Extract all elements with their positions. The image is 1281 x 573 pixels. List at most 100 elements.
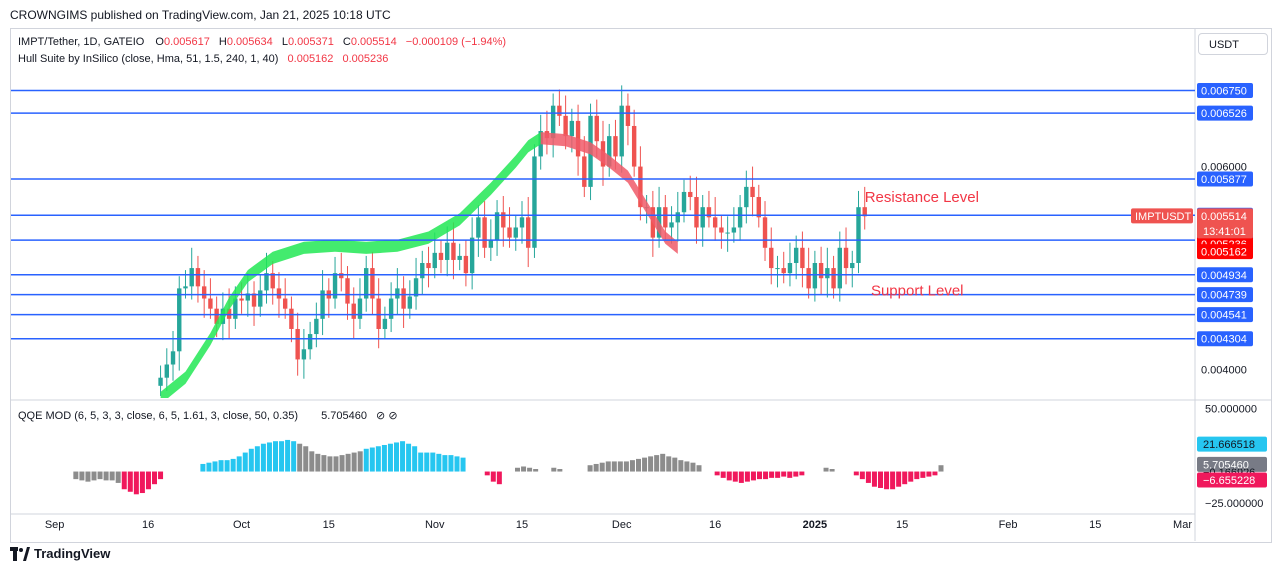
published-caption: CROWNGIMS published on TradingView.com, … [10,8,391,22]
candle-body [663,207,668,228]
hull-indicator-label[interactable]: Hull Suite by InSilico (close, Hma, 51, … [18,53,279,65]
annotation-1: Support Level [871,282,964,299]
hull-value-2: 0.005236 [342,53,389,65]
candle-body [226,308,232,319]
qqe-bar [158,471,164,480]
candle-body [382,318,388,329]
qqe-bar [121,471,127,490]
candle-body [613,136,618,157]
candle-body [769,247,774,269]
qqe-indicator-label[interactable]: QQE MOD (6, 5, 3, 3, close, 6, 5, 1.61, … [18,410,299,422]
candle-body [158,377,163,386]
qqe-bar [696,465,702,472]
qqe-bar [381,444,387,472]
time-tick-8: 2025 [803,519,827,531]
qqe-bar [920,471,926,478]
candle-body [731,227,737,233]
candle-body [706,207,712,218]
qqe-bar [932,471,938,476]
qqe-label-bg-3 [1197,472,1267,488]
low-label: L [281,36,288,48]
qqe-hidden-icons[interactable]: ⊘ ⊘ [376,410,398,422]
qqe-bar [266,442,272,472]
candle-body [825,268,830,279]
qqe-bar [73,471,79,480]
hull-price-label-1-bg [1197,244,1253,260]
candle-body [189,268,194,287]
qqe-bar [908,471,914,482]
candle-body [339,273,344,279]
level-price-label-5-bg [1197,267,1253,283]
qqe-bar [133,471,139,495]
symbol-name[interactable]: IMPT/Tether, 1D, GATEIO [18,36,145,48]
qqe-bar [859,471,865,480]
high-value: 0.005634 [226,36,273,48]
qqe-bar [750,471,756,481]
candle-body [688,191,693,198]
qqe-bar [309,451,315,472]
candle-body [195,268,201,287]
qqe-bar [599,462,605,472]
candle-body [526,217,531,248]
qqe-bar [938,465,944,472]
candle-body [388,298,394,319]
qqe-bar [757,471,762,480]
qqe-bar [442,455,448,472]
qqe-bar [587,465,593,472]
time-tick-3: 15 [323,519,335,531]
qqe-bar [418,452,424,472]
candle-body [432,252,437,269]
candle-body [426,263,431,269]
qqe-bar [387,443,393,472]
hull-value-1: 0.005162 [287,53,334,65]
price-tick-1: 0.004000 [1201,365,1247,377]
time-tick-4: Nov [425,519,445,531]
qqe-bar [636,458,641,472]
qqe-bar [97,471,103,480]
level-price-label-2-bg [1197,171,1253,187]
candle-body [164,364,169,378]
candle-body [712,217,718,228]
qqe-bar [351,452,357,472]
candle-body [719,227,724,233]
qqe-bar [291,441,297,472]
candle-body [214,308,219,324]
qqe-bar [527,467,533,472]
candle-body [407,296,413,309]
qqe-bar [623,461,629,472]
candle-body [364,268,369,299]
candle-body [245,293,250,301]
time-tick-7: 16 [709,519,721,531]
qqe-bar [666,456,672,472]
qqe-bar [496,471,502,485]
last-price-bg [1197,208,1253,239]
currency-button[interactable]: USDT [1198,33,1268,55]
qqe-bar [605,461,611,472]
tradingview-brand: TradingView [10,546,110,561]
qqe-bar [430,452,436,472]
candle-body [725,232,730,234]
candle-body [762,217,768,248]
candle-body [351,303,356,319]
candle-body [307,334,313,350]
qqe-value: 5.705460 [321,410,367,422]
qqe-value-label-1: 5.705460 [1203,459,1249,471]
qqe-bar [412,446,418,472]
qqe-bar [823,467,829,472]
symbol-tag: IMPTUSDT [1135,211,1192,223]
qqe-bar [448,455,454,472]
qqe-bar [914,471,920,480]
qqe-bar [339,455,345,472]
qqe-bar [787,471,793,478]
candle-body [476,217,481,238]
hull-band-up [160,132,541,398]
candle-body [694,197,699,228]
level-price-label-1: 0.006526 [1201,108,1247,120]
qqe-bar [315,453,321,472]
level-price-label-7: 0.004541 [1201,310,1247,322]
candle-body [445,242,450,260]
candle-body [793,247,799,264]
candle-body [737,207,743,228]
qqe-bar [726,471,732,481]
